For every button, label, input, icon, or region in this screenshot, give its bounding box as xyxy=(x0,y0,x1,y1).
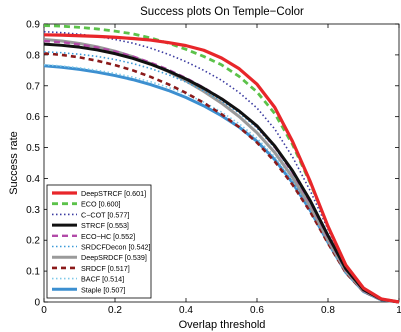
legend-entry-label: STRCF [0.553] xyxy=(81,221,129,230)
legend-entry-label: ECO−HC [0.552] xyxy=(81,232,135,241)
x-tick-label: 0.6 xyxy=(250,305,264,316)
y-tick-label: 0.5 xyxy=(26,143,40,154)
y-tick-label: 0.8 xyxy=(26,50,40,61)
x-axis-label: Overlap threshold xyxy=(179,319,266,331)
series-lines xyxy=(43,24,400,304)
legend-entry-label: DeepSRDCF [0.539] xyxy=(81,253,147,262)
legend-entry-label: C−COT [0.577] xyxy=(81,210,129,219)
series-line-2 xyxy=(43,24,400,304)
y-tick-label: 0.6 xyxy=(26,112,40,123)
y-tick-label: 0.1 xyxy=(26,267,40,278)
y-tick-label: 0.7 xyxy=(26,81,40,92)
x-tick-label: 0.4 xyxy=(179,305,193,316)
plot-area-frame xyxy=(43,23,400,303)
y-tick-label: 0 xyxy=(34,298,40,309)
x-tick-label: 0.2 xyxy=(108,305,122,316)
legend-entry-label: Staple [0.507] xyxy=(81,285,125,294)
series-line-4 xyxy=(43,42,400,304)
series-line-1 xyxy=(43,33,400,304)
y-tick-label: 0.9 xyxy=(26,20,40,31)
legend: DeepSTRCF [0.601] ECO [0.600]C−COT [0.577… xyxy=(46,184,152,299)
legend-entry-label: SRDCF [0.517] xyxy=(81,264,130,273)
legend-entry-label: BACF [0.514] xyxy=(81,275,124,284)
y-tick-label: 0.4 xyxy=(26,174,40,185)
x-tick-label: 0 xyxy=(41,305,47,316)
legend-entry-label: ECO [0.600] xyxy=(81,200,121,209)
chart-title: Success plots On Temple−Color xyxy=(140,6,304,18)
y-tick-label: 0.3 xyxy=(26,205,40,216)
axis-ticks: 0 0.2 0.4 0.6 0.8 1 0 0.1 0.2 0.3 0.4 0.5 0.6 0.7 0.8 0… xyxy=(26,20,401,317)
x-tick-label: 0.8 xyxy=(321,305,335,316)
legend-entry-label: DeepSTRCF [0.601] xyxy=(81,189,146,198)
legend-entry-label: SRDCFDecon [0.542] xyxy=(81,243,151,252)
y-axis-label: Success rate xyxy=(8,131,20,195)
series-line-9 xyxy=(43,63,400,303)
x-tick-label: 1 xyxy=(396,305,401,316)
y-tick-label: 0.2 xyxy=(26,236,40,247)
